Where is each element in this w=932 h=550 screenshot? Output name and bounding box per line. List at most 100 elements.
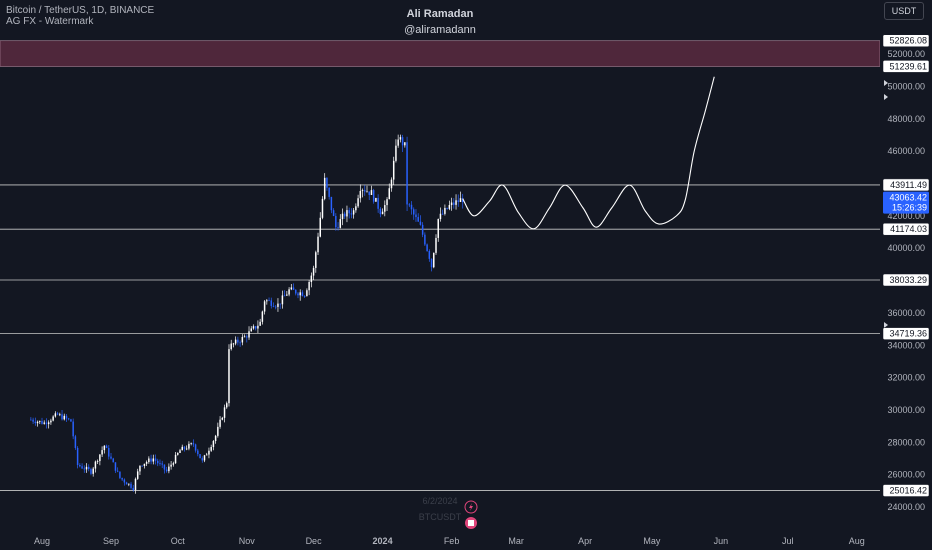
- level-label: 43911.49: [890, 180, 927, 190]
- candle-body: [237, 339, 239, 343]
- candle-body: [87, 466, 90, 470]
- candle-body: [165, 469, 168, 472]
- candle-body: [450, 202, 453, 206]
- candle-body: [179, 450, 181, 453]
- projection-path[interactable]: [462, 76, 715, 230]
- price-labels: 52826.08 51239.61 43911.49 41174.03 38033.29…: [882, 34, 930, 497]
- candle-body: [410, 204, 413, 210]
- candle-body: [157, 460, 159, 464]
- candle-body: [412, 209, 415, 215]
- candle-body: [252, 326, 255, 329]
- candle-body: [261, 311, 264, 322]
- candle-body: [56, 413, 59, 415]
- candle-body: [83, 468, 86, 470]
- candle-body: [310, 275, 313, 283]
- candle-body: [375, 197, 377, 202]
- candle-body: [404, 142, 406, 146]
- x-tick-label: Jun: [714, 536, 729, 546]
- candle-body: [303, 295, 306, 297]
- candle-body: [217, 426, 219, 436]
- candle-body: [116, 470, 119, 472]
- x-tick-label: Dec: [306, 536, 323, 546]
- candle-body: [426, 244, 428, 252]
- candle-body: [279, 303, 281, 305]
- level-lines[interactable]: [0, 184, 880, 491]
- indicator-title[interactable]: AG FX - Watermark: [6, 16, 94, 27]
- candle-body: [152, 458, 155, 462]
- candle-body: [76, 447, 79, 465]
- candle-body: [154, 458, 157, 461]
- candle-body: [43, 422, 45, 424]
- candle-body: [295, 289, 297, 294]
- candle-body: [185, 448, 188, 450]
- candle-body: [364, 190, 366, 192]
- candle-body: [337, 227, 339, 228]
- candle-body: [406, 142, 408, 205]
- candle-body: [232, 343, 235, 345]
- candle-body: [419, 221, 422, 225]
- candle-body: [168, 466, 170, 472]
- candle-body: [424, 234, 426, 245]
- candle-body: [85, 466, 88, 470]
- candle-body: [448, 205, 451, 209]
- candle-body: [81, 466, 83, 469]
- candle-body: [203, 455, 206, 461]
- level-label: 41174.03: [890, 224, 927, 234]
- candle-body: [357, 198, 359, 207]
- candle-body: [70, 419, 72, 422]
- zone-low-label-box: [882, 60, 930, 73]
- candle-body: [299, 292, 301, 296]
- level-label-box: [882, 273, 930, 287]
- candle-body: [286, 294, 288, 296]
- candle-body: [350, 213, 353, 215]
- candle-body: [74, 436, 77, 448]
- candle-body: [170, 464, 172, 467]
- candle-body: [67, 418, 70, 420]
- x-tick-label: Oct: [171, 536, 186, 546]
- candle-body: [226, 403, 228, 408]
- candle-body: [134, 478, 137, 490]
- candle-body: [228, 349, 230, 404]
- candle-body: [234, 339, 237, 344]
- candle-body: [408, 204, 411, 206]
- candle-body: [130, 483, 132, 488]
- candle-body: [45, 422, 48, 425]
- candle-body: [341, 213, 344, 220]
- projection-line[interactable]: [462, 76, 715, 230]
- candle-body: [125, 482, 128, 485]
- scroll-marker-icon[interactable]: [884, 80, 888, 86]
- zone-high-label-box: [882, 34, 930, 47]
- y-tick-label: 34000.00: [887, 340, 925, 350]
- candle-body: [61, 414, 63, 420]
- candle-body: [183, 446, 186, 449]
- candle-body: [330, 196, 333, 211]
- currency-button[interactable]: USDT: [884, 2, 924, 20]
- scroll-marker-icon[interactable]: [884, 94, 888, 100]
- symbol-title[interactable]: Bitcoin / TetherUS, 1D, BINANCE: [6, 5, 155, 16]
- candles: [30, 134, 464, 494]
- candle-body: [415, 214, 417, 218]
- candle-body: [312, 267, 315, 276]
- candle-body: [214, 435, 217, 441]
- y-tick-label: 28000.00: [887, 437, 925, 447]
- x-tick-label: 2024: [373, 536, 393, 546]
- candle-body: [444, 207, 446, 214]
- x-tick-label: May: [643, 536, 661, 546]
- candle-body: [461, 198, 464, 203]
- x-tick-label: Apr: [578, 536, 592, 546]
- scroll-marker-icon[interactable]: [884, 322, 888, 328]
- candle-body: [323, 177, 326, 199]
- level-label-box: [882, 222, 930, 236]
- candle-body: [319, 217, 321, 237]
- candle-body: [230, 343, 232, 350]
- candle-body: [292, 287, 295, 290]
- candle-body: [281, 295, 284, 305]
- time-axis[interactable]: Aug Sep Oct Nov Dec 2024 Feb Mar Apr May Jun Jul Aug: [34, 536, 865, 546]
- y-tick-label: 42000.00: [887, 211, 925, 221]
- candle-body: [194, 444, 197, 451]
- candle-body: [121, 477, 123, 480]
- candle-body: [250, 328, 252, 332]
- bottom-icons: [464, 500, 478, 529]
- candle-body: [435, 237, 437, 253]
